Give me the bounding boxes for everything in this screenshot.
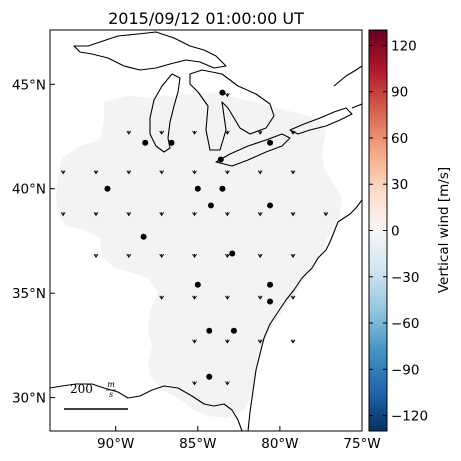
scale-unit-numerator: m: [107, 380, 115, 389]
wind-arrow: [224, 93, 230, 98]
wind-arrow: [159, 253, 165, 258]
station-marker: [219, 89, 226, 96]
wind-arrow: [224, 212, 230, 217]
coastlines: [50, 31, 362, 431]
colorbar-tick-label: −90: [391, 362, 420, 378]
wind-arrow: [126, 130, 132, 135]
colorbar-tick-label: 90: [391, 85, 408, 101]
wind-arrow: [126, 212, 132, 217]
wind-arrow: [257, 130, 263, 135]
x-tick-label: 75°W: [343, 436, 380, 452]
wind-arrow: [290, 170, 296, 175]
wind-arrow: [192, 212, 197, 217]
wind-arrow: [257, 212, 263, 217]
wind-arrow: [93, 253, 99, 258]
station-marker: [194, 281, 201, 288]
wind-arrow: [257, 170, 263, 175]
scale-arrow-value: 200: [70, 382, 93, 396]
y-tick-label: 35°N: [12, 286, 46, 302]
station-marker: [229, 250, 236, 257]
wind-arrow: [224, 253, 230, 258]
x-tick-label: 80°W: [261, 436, 298, 452]
wind-arrow: [323, 212, 329, 217]
colorbar-tick-label: 30: [391, 177, 408, 193]
stations: [104, 89, 274, 380]
wind-arrow: [159, 170, 165, 175]
wind-arrow: [192, 381, 197, 386]
wind-arrow: [257, 339, 263, 344]
y-tick-label: 45°N: [12, 77, 46, 93]
station-marker: [168, 139, 175, 146]
x-tick-label: 85°W: [179, 436, 216, 452]
station-marker: [104, 185, 111, 192]
wind-arrow: [192, 295, 197, 300]
colorbar-tick-label: 120: [391, 38, 417, 54]
colorbar-tick-label: −60: [391, 316, 420, 332]
station-marker: [267, 298, 274, 305]
station-marker: [140, 233, 147, 240]
colorbar-tick-label: 60: [391, 131, 408, 147]
station-marker: [267, 202, 274, 209]
wind-arrow: [224, 339, 230, 344]
coverage-region: [56, 92, 342, 418]
scale-arrow: 200 m s: [64, 380, 128, 410]
wind-arrow: [159, 295, 165, 300]
station-marker: [217, 156, 224, 163]
station-marker: [267, 139, 274, 146]
station-marker: [206, 373, 213, 380]
station-marker: [219, 185, 226, 192]
wind-arrow: [290, 212, 296, 217]
colorbar: −120 −90 −60 −30 0 30 60 90 120 Vertical wind [m…: [368, 29, 452, 432]
wind-arrow: [192, 253, 197, 258]
station-marker: [267, 281, 274, 288]
wind-arrow: [60, 170, 66, 175]
station-marker: [142, 139, 149, 146]
wind-arrow: [224, 130, 230, 135]
wind-arrow: [224, 295, 230, 300]
y-tick-label: 40°N: [12, 182, 46, 198]
station-marker: [207, 202, 214, 209]
wind-arrow: [126, 253, 132, 258]
wind-arrows: [60, 93, 329, 386]
scale-arrow-unit: m s: [106, 380, 116, 399]
scale-unit-denominator: s: [109, 390, 113, 399]
wind-arrow: [192, 170, 197, 175]
wind-arrow: [224, 381, 230, 386]
wind-arrow: [192, 130, 197, 135]
station-marker: [230, 327, 237, 334]
wind-arrow: [159, 212, 165, 217]
wind-arrow: [159, 130, 165, 135]
y-tick-label: 30°N: [12, 391, 46, 407]
wind-arrow: [192, 339, 197, 344]
colorbar-tick-label: −120: [391, 409, 428, 425]
y-axis: 30°N 35°N 40°N 45°N: [12, 77, 55, 407]
wind-arrow: [93, 212, 99, 217]
wind-arrow: [93, 170, 99, 175]
map-frame: [49, 29, 363, 432]
x-axis: 90°W 85°W 80°W 75°W: [97, 426, 381, 452]
station-marker: [194, 185, 201, 192]
colorbar-tick-label: 0: [391, 224, 400, 240]
x-tick-label: 90°W: [97, 436, 134, 452]
wind-arrow: [257, 253, 263, 258]
chart-title: 2015/09/12 01:00:00 UT: [108, 9, 304, 28]
wind-arrow: [290, 130, 296, 135]
wind-arrow: [224, 170, 230, 175]
wind-arrow: [290, 253, 296, 258]
wind-arrow: [257, 295, 263, 300]
wind-arrow: [290, 339, 296, 344]
wind-arrow: [290, 295, 296, 300]
station-marker: [206, 327, 213, 334]
wind-arrow: [126, 170, 132, 175]
colorbar-label: Vertical wind [m/s]: [436, 167, 452, 293]
map-panel: 200 m s: [49, 29, 363, 432]
colorbar-ticks: −120 −90 −60 −30 0 30 60 90 120: [369, 38, 428, 425]
wind-arrow: [60, 212, 66, 217]
colorbar-tick-label: −30: [391, 270, 420, 286]
